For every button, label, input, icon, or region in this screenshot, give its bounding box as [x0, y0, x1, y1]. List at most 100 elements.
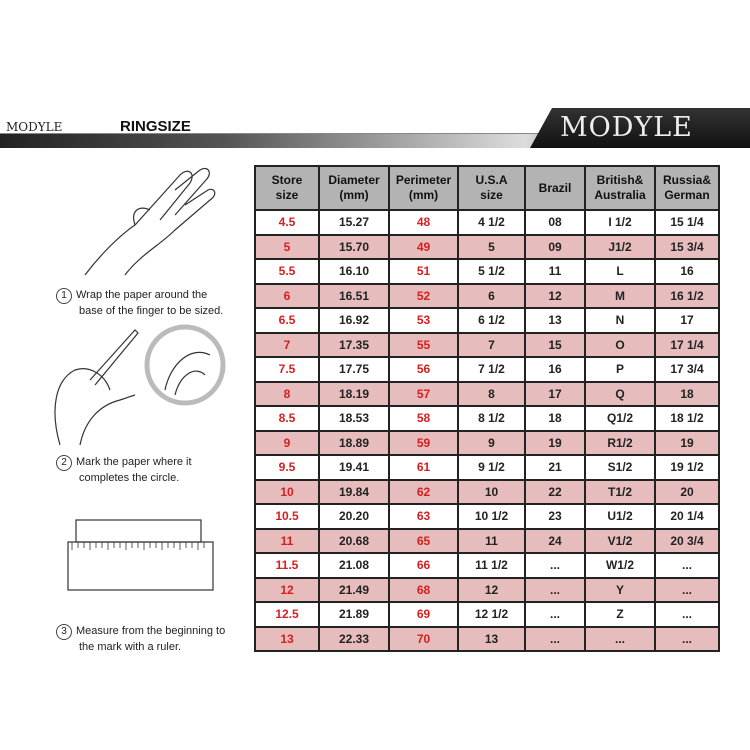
table-row: 12.5 21.89 69 12 1/2... Z...: [254, 601, 720, 628]
table-row: 11 20.68 65 11 24 V1/2 20 3/4: [254, 527, 720, 554]
table-cell: 17 1/4: [654, 331, 720, 358]
table-cell: 10: [254, 478, 320, 505]
table-cell: 21.89: [318, 601, 390, 628]
table-cell: 10: [457, 478, 526, 505]
table-cell: 61: [388, 454, 459, 481]
table-cell: S1/2: [584, 454, 656, 481]
table-row: 8 18.19 57 8 17 Q 18: [254, 380, 720, 407]
table-cell: 9 1/2: [457, 454, 526, 481]
step-1: 1 Wrap the paper around the base of the fi…: [56, 288, 223, 318]
table-cell: 16.92: [318, 307, 390, 334]
column-header-text: German: [664, 188, 710, 202]
step-2: 2 Mark the paper where it completes the ci…: [56, 455, 192, 485]
column-header: Perimeter (mm): [388, 165, 459, 211]
table-cell: 8.5: [254, 405, 320, 432]
column-header-text: Australia: [594, 188, 646, 202]
table-cell: ...: [654, 601, 720, 628]
table-row: 8.5 18.53 58 8 1/2 18 Q1/2 18 1/2: [254, 405, 720, 432]
table-cell: P: [584, 356, 656, 383]
table-cell: 8: [254, 380, 320, 407]
table-cell: 15 1/4: [654, 209, 720, 236]
table-cell: 09: [524, 233, 586, 260]
column-header-text: British&: [596, 173, 644, 187]
table-cell: ...: [654, 576, 720, 603]
table-cell: 55: [388, 331, 459, 358]
table-cell: 65: [388, 527, 459, 554]
table-cell: Z: [584, 601, 656, 628]
table-cell: 23: [524, 503, 586, 530]
table-cell: 51: [388, 258, 459, 285]
step-text: Wrap the paper around the: [76, 289, 208, 301]
table-cell: 7.5: [254, 356, 320, 383]
column-header-text: (mm): [408, 188, 439, 202]
table-cell: 22.33: [318, 625, 390, 652]
table-row: 6.5 16.92 53 6 1/2 13 N 17: [254, 307, 720, 334]
brand-logo-large: MODYLE: [560, 112, 693, 143]
table-cell: ...: [524, 576, 586, 603]
table-row: 9.5 19.41 61 9 1/2 21 S1/2 19 1/2: [254, 454, 720, 481]
table-cell: 5: [254, 233, 320, 260]
table-row: 10 19.84 62 10 22 T1/2 20: [254, 478, 720, 505]
table-cell: 68: [388, 576, 459, 603]
table-cell: 13: [524, 307, 586, 334]
step-number: 3: [56, 624, 72, 640]
table-cell: 19: [654, 429, 720, 456]
table-row: 5.5 16.10 51 5 1/2 11 L 16: [254, 258, 720, 285]
marking-illustration: [54, 324, 226, 446]
table-cell: 7: [457, 331, 526, 358]
table-cell: 5 1/2: [457, 258, 526, 285]
table-cell: 6: [254, 282, 320, 309]
table-cell: 16: [654, 258, 720, 285]
table-cell: ...: [584, 625, 656, 652]
table-cell: 08: [524, 209, 586, 236]
table-cell: 59: [388, 429, 459, 456]
table-cell: 20.20: [318, 503, 390, 530]
table-cell: 6 1/2: [457, 307, 526, 334]
table-cell: 13: [457, 625, 526, 652]
table-cell: 9.5: [254, 454, 320, 481]
table-cell: 63: [388, 503, 459, 530]
table-cell: 12.5: [254, 601, 320, 628]
table-cell: N: [584, 307, 656, 334]
table-row: 9 18.89 59 9 19 R1/2 19: [254, 429, 720, 456]
table-cell: 7: [254, 331, 320, 358]
brand-logo-small: MODYLE: [6, 120, 63, 134]
table-row: 5 15.70 49 5 09 J1/2 15 3/4: [254, 233, 720, 260]
table-cell: 16.51: [318, 282, 390, 309]
table-row: 13 22.33 70 13.........: [254, 625, 720, 652]
table-cell: 6: [457, 282, 526, 309]
table-cell: 18.19: [318, 380, 390, 407]
table-cell: 9: [457, 429, 526, 456]
table-cell: W1/2: [584, 552, 656, 579]
column-header-text: (mm): [339, 188, 369, 202]
step-3: 3 Measure from the beginning to the mark w…: [56, 624, 225, 654]
table-cell: V1/2: [584, 527, 656, 554]
table-cell: 17.75: [318, 356, 390, 383]
column-header: British& Australia: [584, 165, 656, 211]
column-header-text: Perimeter: [395, 173, 452, 187]
table-cell: L: [584, 258, 656, 285]
ruler-illustration: [67, 519, 214, 591]
hand-illustration: [84, 167, 216, 276]
table-cell: 11.5: [254, 552, 320, 579]
column-header-text: Store: [271, 173, 303, 187]
table-cell: 5: [457, 233, 526, 260]
table-cell: 24: [524, 527, 586, 554]
table-cell: 16.10: [318, 258, 390, 285]
table-cell: 18.53: [318, 405, 390, 432]
table-cell: 15 3/4: [654, 233, 720, 260]
table-cell: 18: [654, 380, 720, 407]
table-row: 12 21.49 68 12... Y...: [254, 576, 720, 603]
table-cell: 17 3/4: [654, 356, 720, 383]
table-cell: M: [584, 282, 656, 309]
table-cell: R1/2: [584, 429, 656, 456]
table-cell: 12 1/2: [457, 601, 526, 628]
table-cell: Q: [584, 380, 656, 407]
table-cell: 15.27: [318, 209, 390, 236]
table-cell: 12: [457, 576, 526, 603]
brand-panel: [530, 108, 750, 148]
column-header: Russia& German: [654, 165, 720, 211]
step-number: 1: [56, 288, 72, 304]
column-header-text: Brazil: [538, 180, 572, 195]
